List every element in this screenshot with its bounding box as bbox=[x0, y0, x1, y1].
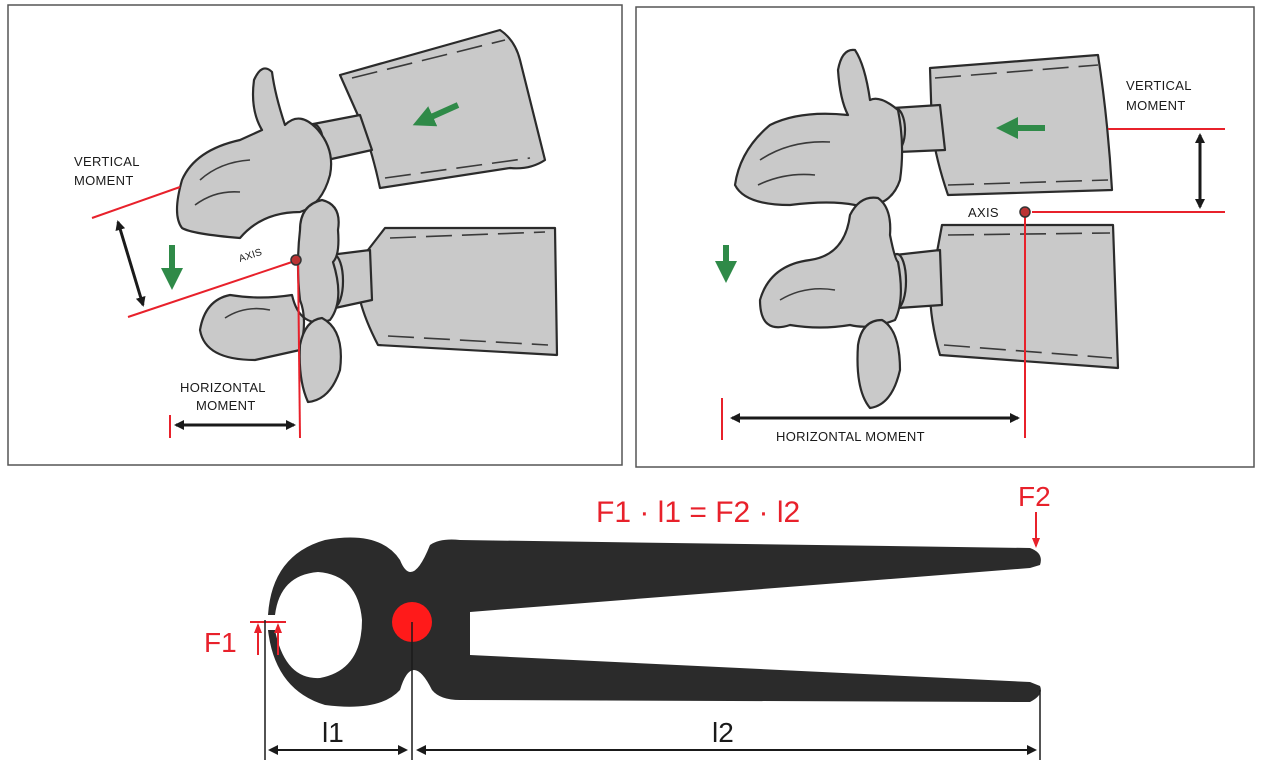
right-axis-point bbox=[1019, 206, 1031, 218]
left-axis-point bbox=[290, 254, 302, 266]
left-horizontal-moment-label-2: MOMENT bbox=[196, 398, 256, 413]
right-spine-panel: VERTICAL MOMENT AXIS HORIZONTAL MOMENT bbox=[635, 6, 1255, 468]
l1-label: l1 bbox=[322, 717, 344, 748]
left-vertical-moment-upper-line bbox=[91, 186, 181, 219]
left-axis-drop-line bbox=[297, 259, 301, 439]
right-vertical-moment-label-2: MOMENT bbox=[1126, 98, 1186, 113]
left-inferior-facet bbox=[298, 316, 342, 404]
f2-label: F2 bbox=[1018, 481, 1051, 512]
left-spine-panel: VERTICAL MOMENT AXIS HORIZONTAL MOMENT bbox=[7, 4, 623, 466]
f1-label: F1 bbox=[204, 627, 237, 658]
pliers-lever-diagram: F1 · l1 = F2 · l2 F1 F2 l1 l2 bbox=[204, 481, 1051, 760]
right-horizontal-moment-label: HORIZONTAL MOMENT bbox=[776, 429, 925, 444]
right-axis-label: AXIS bbox=[968, 205, 999, 220]
left-horizontal-moment-label-1: HORIZONTAL bbox=[180, 380, 266, 395]
right-vertical-moment-label-1: VERTICAL bbox=[1126, 78, 1192, 93]
right-inferior-facet bbox=[856, 318, 902, 410]
left-shear-arrow-icon bbox=[412, 102, 460, 127]
left-vertical-moment-lower-line bbox=[127, 261, 293, 318]
left-vertical-moment-label-1: VERTICAL bbox=[74, 154, 140, 169]
left-lower-posterior-arch bbox=[198, 198, 340, 362]
pliers-body bbox=[268, 537, 1041, 707]
l2-label: l2 bbox=[712, 717, 734, 748]
left-vertical-moment-arrow bbox=[115, 220, 146, 307]
lever-equation: F1 · l1 = F2 · l2 bbox=[596, 496, 800, 529]
left-vertical-moment-label-2: MOMENT bbox=[74, 173, 134, 188]
